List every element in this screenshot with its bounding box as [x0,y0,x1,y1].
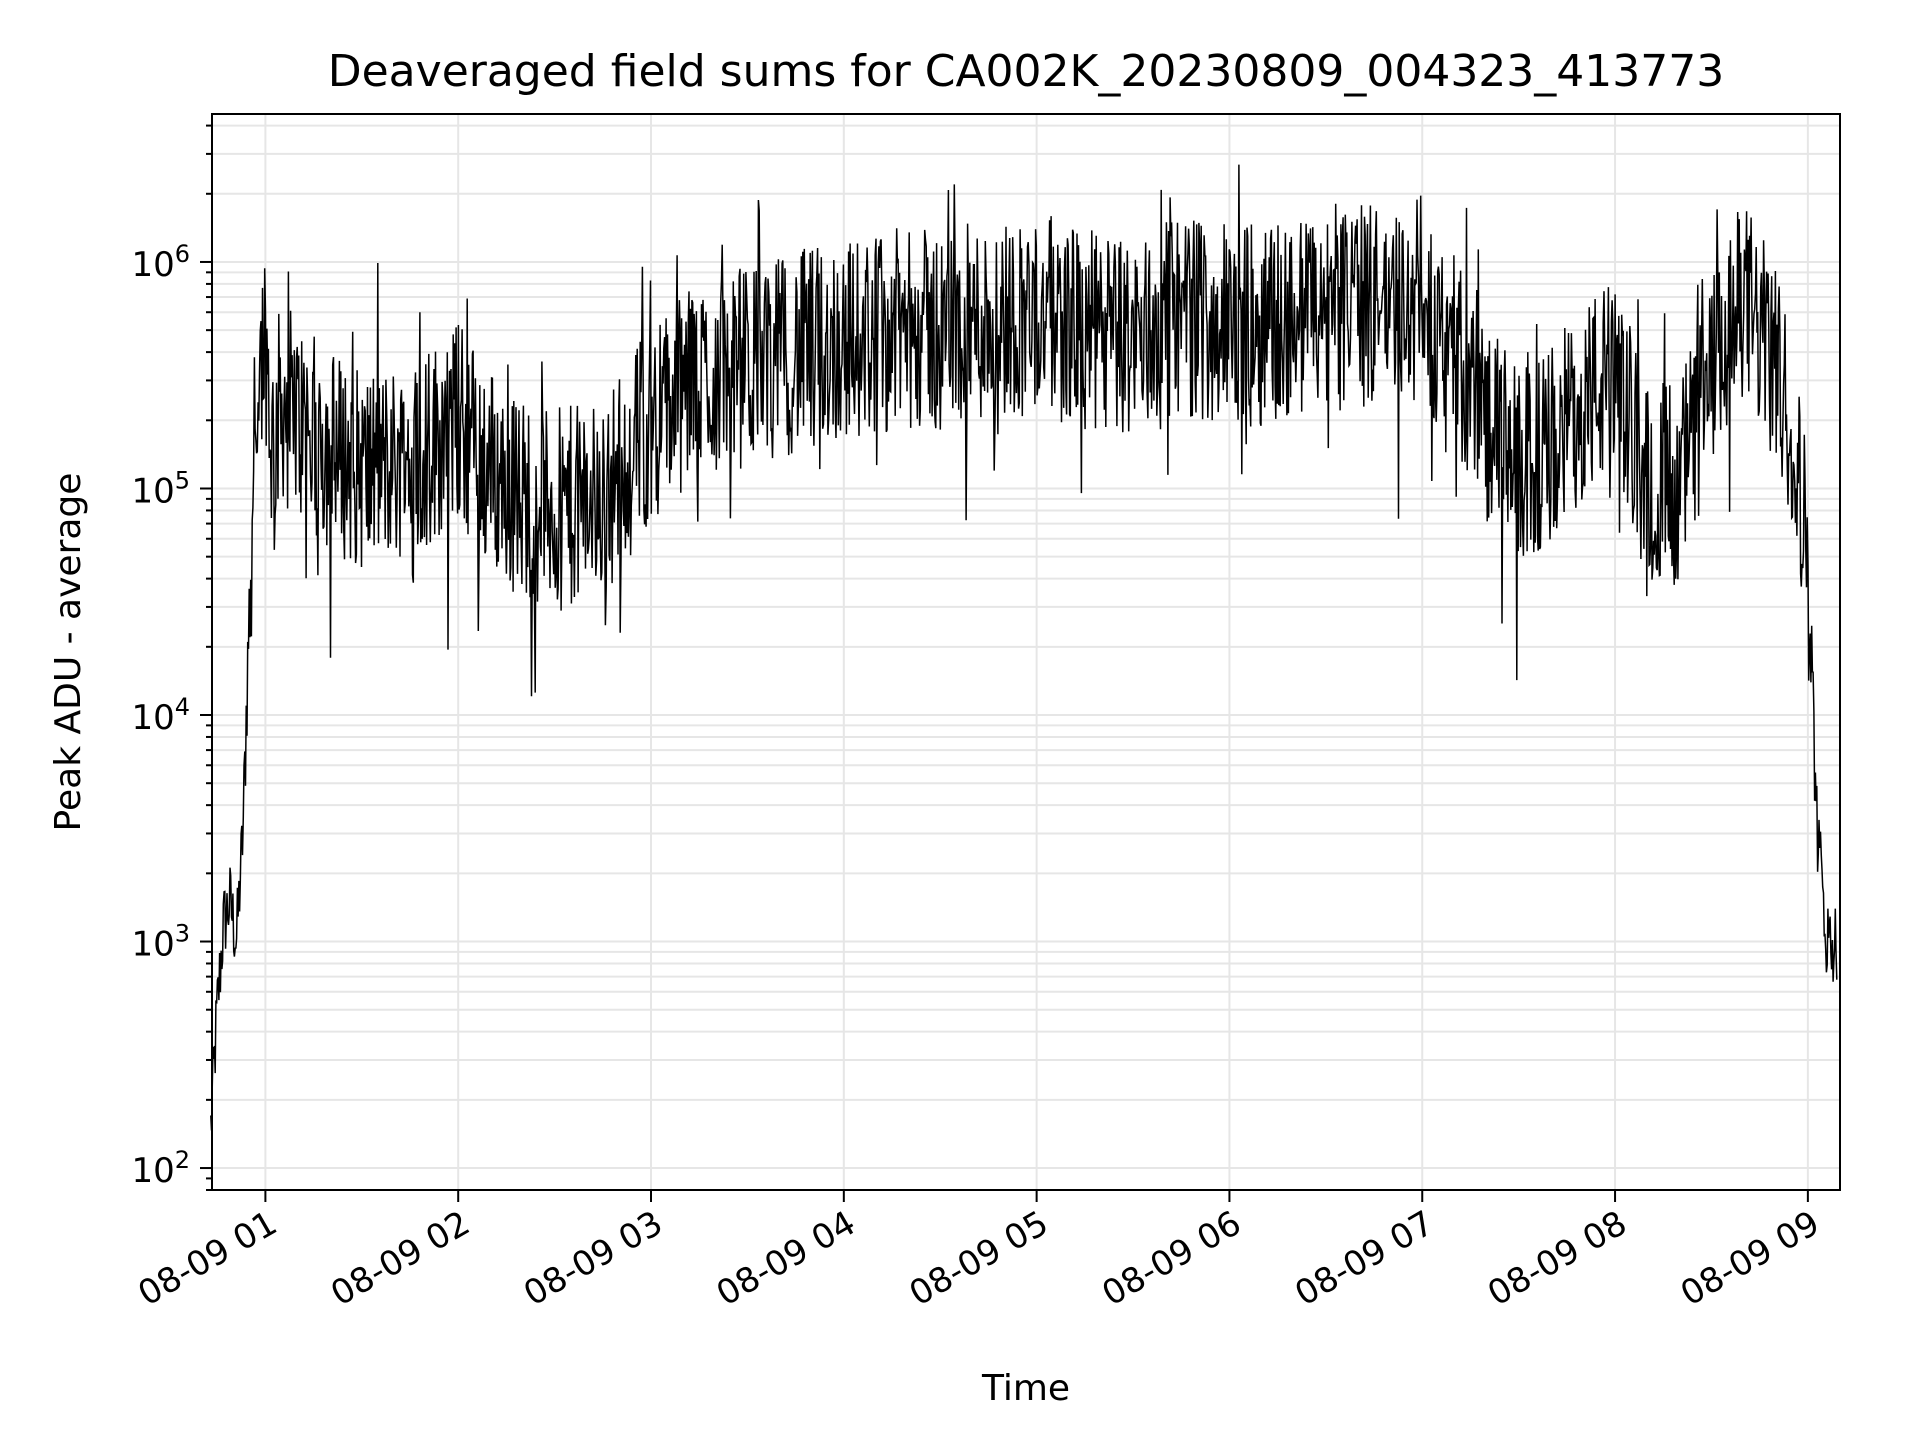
y-tick-label: 103 [131,920,190,965]
chart-title: Deaveraged field sums for CA002K_2023080… [328,46,1725,97]
x-axis-label: Time [981,1368,1070,1409]
plot-frame [211,113,1841,1191]
series-line [210,164,1838,1131]
y-tick-label: 104 [131,693,190,738]
y-tick-label: 106 [131,240,190,285]
y-tick-label: 105 [131,466,190,511]
y-axis-label: Peak ADU - average [48,473,89,832]
y-axis: 102 103 104 105 106 [131,124,212,1191]
y-tick-label: 102 [131,1146,190,1191]
